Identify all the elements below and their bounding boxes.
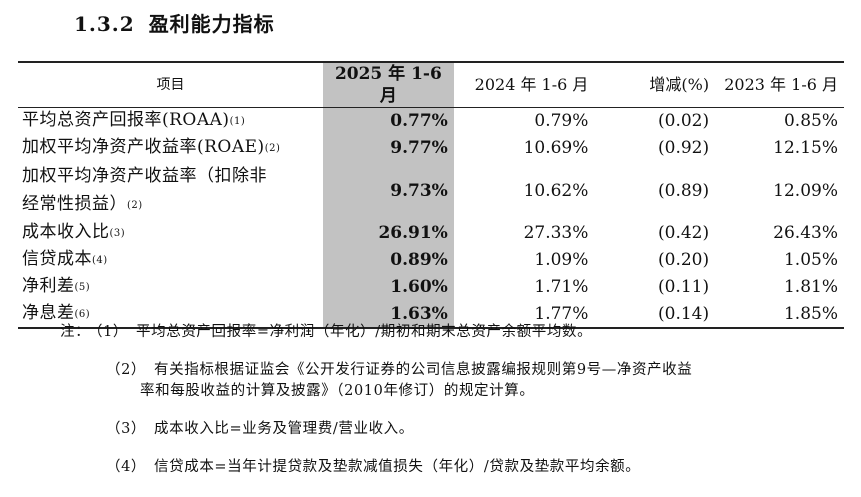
value-change: (0.42)	[658, 223, 710, 243]
row-label: 加权平均净资产收益率（扣除非 经常性损益）(2)	[22, 165, 267, 214]
footnote-1: 注： （1） 平均总资产回报率=净利润（年化）/期初和期末总资产余额平均数。	[60, 322, 692, 343]
row-label: 加权平均净资产收益率(ROAE)(2)	[22, 137, 281, 157]
value-2023-h1: 1.81%	[783, 277, 838, 297]
value-2025-h1: 9.73%	[322, 161, 454, 220]
value-2023-h1: 0.85%	[783, 111, 838, 132]
value-2023-h1: 1.05%	[783, 250, 838, 270]
footnote-text: 平均总资产回报率=净利润（年化）/期初和期末总资产余额平均数。	[136, 324, 593, 340]
table-header-row: 项目 2025 年 1-6 月 2024 年 1-6 月 增减(%) 2023 …	[18, 62, 844, 108]
table-row: 信贷成本(4) 0.89% 1.09% (0.20) 1.05%	[18, 246, 844, 274]
value-2025-h1: 26.91%	[322, 219, 454, 247]
value-2025-h1: 9.77%	[322, 134, 454, 162]
footnote-marker: (6)	[74, 308, 91, 320]
section-heading: 1.3.2 盈利能力指标	[74, 8, 275, 37]
header-2025-h1: 2025 年 1-6 月	[322, 62, 454, 108]
value-2025-h1: 0.77%	[322, 107, 454, 135]
footnotes: 注： （1） 平均总资产回报率=净利润（年化）/期初和期末总资产余额平均数。 （2…	[60, 322, 692, 478]
value-change: (0.89)	[658, 180, 710, 201]
footnote-index: （3）	[106, 421, 147, 437]
value-change: (0.92)	[658, 138, 710, 158]
value-2023-h1: 1.85%	[783, 303, 838, 324]
value-2023-h1: 26.43%	[773, 223, 838, 243]
row-label: 净息差(6)	[22, 302, 91, 323]
footnote-4: （4） 信贷成本=当年计提贷款及垫款减值损失（年化）/贷款及垫款平均余额。	[60, 457, 692, 478]
value-2024-h1: 0.79%	[534, 111, 589, 132]
footnote-marker: (2)	[127, 199, 143, 211]
table-row: 净息差(6) 1.63% 1.77% (0.14) 1.85%	[18, 300, 844, 328]
value-2024-h1: 10.62%	[523, 180, 589, 201]
table-row: 加权平均净资产收益率(ROAE)(2) 9.77% 10.69% (0.92) …	[18, 134, 844, 162]
table-row: 成本收入比(3) 26.91% 27.33% (0.42) 26.43%	[18, 219, 844, 247]
value-change: (0.14)	[658, 303, 710, 324]
footnote-marker: (1)	[229, 116, 246, 128]
value-2023-h1: 12.09%	[773, 180, 838, 201]
footnote-text-continued: 率和每股收益的计算及披露》（2010年修订）的规定计算。	[140, 383, 535, 399]
header-2023-h1: 2023 年 1-6 月	[724, 75, 838, 94]
table-row: 加权平均净资产收益率（扣除非 经常性损益）(2) 9.73% 10.62% (0.…	[18, 161, 844, 220]
row-label: 净利差(5)	[22, 276, 91, 296]
row-label: 信贷成本(4)	[22, 249, 108, 269]
row-label: 成本收入比(3)	[22, 222, 126, 242]
value-2024-h1: 27.33%	[523, 223, 589, 243]
value-2024-h1: 1.71%	[534, 277, 589, 297]
footnote-marker: (3)	[109, 228, 126, 239]
value-change: (0.20)	[658, 250, 710, 270]
footnote-3: （3） 成本收入比=业务及管理费/营业收入。	[60, 419, 692, 440]
footnote-index: （2）	[106, 362, 147, 378]
value-2025-h1: 0.89%	[322, 246, 454, 274]
footnote-index: （1）	[88, 324, 129, 340]
value-2024-h1: 1.09%	[534, 250, 589, 270]
header-change: 增减(%)	[649, 75, 710, 94]
value-2025-h1: 1.60%	[322, 273, 454, 301]
value-2023-h1: 12.15%	[773, 138, 838, 158]
footnote-marker: (2)	[264, 143, 281, 154]
value-2024-h1: 1.77%	[534, 303, 589, 324]
header-item: 项目	[156, 77, 185, 93]
header-2024-h1: 2024 年 1-6 月	[474, 75, 589, 94]
footnote-text: 有关指标根据证监会《公开发行证券的公司信息披露编报规则第9号—净资产收益	[154, 362, 693, 378]
value-2024-h1: 10.69%	[523, 138, 589, 158]
profitability-table: 项目 2025 年 1-6 月 2024 年 1-6 月 增减(%) 2023 …	[18, 61, 844, 329]
footnote-index: （4）	[106, 459, 147, 475]
footnote-marker: (5)	[74, 282, 91, 293]
section-number: 1.3.2	[74, 12, 135, 36]
value-change: (0.11)	[658, 277, 710, 297]
footnote-marker: (4)	[92, 255, 108, 266]
footnote-2: （2） 有关指标根据证监会《公开发行证券的公司信息披露编报规则第9号—净资产收益 …	[60, 360, 692, 402]
footnote-lead: 注：	[60, 324, 91, 340]
value-2025-h1: 1.63%	[322, 300, 454, 328]
section-title: 盈利能力指标	[148, 12, 275, 36]
footnote-text: 信贷成本=当年计提贷款及垫款减值损失（年化）/贷款及垫款平均余额。	[154, 459, 641, 475]
footnote-text: 成本收入比=业务及管理费/营业收入。	[154, 421, 414, 437]
table-row: 平均总资产回报率(ROAA)(1) 0.77% 0.79% (0.02) 0.8…	[18, 107, 844, 135]
value-change: (0.02)	[658, 111, 710, 132]
row-label: 平均总资产回报率(ROAA)(1)	[22, 110, 246, 131]
table-row: 净利差(5) 1.60% 1.71% (0.11) 1.81%	[18, 273, 844, 301]
